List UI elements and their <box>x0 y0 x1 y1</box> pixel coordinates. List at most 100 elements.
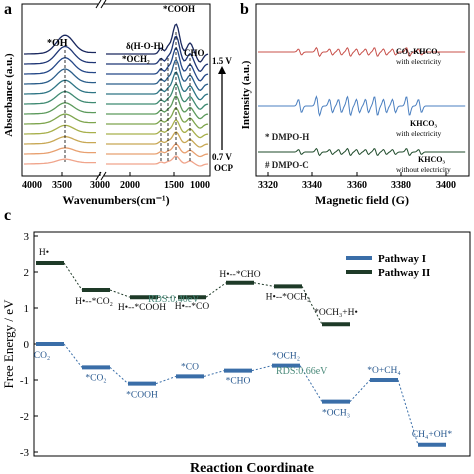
connector <box>397 379 419 445</box>
panel-c: c Free Energy / eV -3 -2 -1 0 1 2 3 Reaction C… <box>1 207 471 474</box>
pathway1-levels: CO₂ *CO₂ *COOH *CO *CHO *OCH₂ *OCH₃ *O+CH₄ CH₄+O… <box>34 342 453 447</box>
connector <box>109 367 129 384</box>
spectrum-left <box>24 68 97 85</box>
panel-b-xtick: 3320 <box>258 180 278 191</box>
panel-a-xtick: 1000 <box>190 180 210 191</box>
label-hoh: δ(H-O-H) <box>126 41 164 51</box>
curve1-label2: with electricity <box>396 57 441 66</box>
rds-label-2: RDS:0.66eV <box>276 366 328 377</box>
panel-c-ytick: 3 <box>24 231 30 243</box>
panel-b-xticks: 3320 3340 3360 3380 3400 <box>258 172 456 191</box>
spectrum-left <box>24 90 97 105</box>
panel-c-ytick: -2 <box>20 411 29 423</box>
spectrum-right <box>106 131 209 148</box>
panel-a-xtick: 3500 <box>52 180 72 191</box>
panel-a-xtick: 4000 <box>22 180 42 191</box>
panel-a-xtick: 3000 <box>90 180 110 191</box>
label-cooh: *COOH <box>163 4 195 14</box>
level-label: H•--*OCH₂ <box>266 292 311 302</box>
panel-a-xlabel: Wavenumbers(cm⁻¹) <box>62 193 169 207</box>
connector <box>109 289 131 298</box>
connector <box>301 286 323 325</box>
panel-a-ylabel: Absorbance (a.u.) <box>3 53 15 137</box>
spectrum-right <box>106 143 209 158</box>
level-label: H•--*CO <box>175 302 210 312</box>
level-label: CO₂ <box>34 351 51 361</box>
legend-pathway1: Pathway I <box>378 253 426 265</box>
spectrum-left <box>24 102 97 115</box>
panel-a-xticks: 4000 3500 3000 2000 1500 1000 <box>21 172 211 191</box>
spectrum-left <box>24 124 96 135</box>
label-och2: *OCH₂ <box>122 54 150 64</box>
curve1-label1: CO₂-KHCO₃ <box>396 47 441 56</box>
epr-spectrum <box>258 46 466 58</box>
label-ocp: OCP <box>214 163 234 173</box>
level-label: H•--*COOH <box>118 303 166 313</box>
spectrum-right <box>106 71 209 101</box>
panel-c-frame <box>33 231 471 457</box>
level-label: CH₄+OH* <box>412 430 453 440</box>
spectrum-left <box>24 34 96 55</box>
spectrum-left <box>24 113 97 125</box>
spectrum-left <box>24 147 96 155</box>
legend-dmpo-h: * DMPO-H <box>265 132 309 142</box>
panel-a-xtick: 1500 <box>164 180 184 191</box>
panel-b-spectra <box>258 46 466 157</box>
epr-spectrum <box>258 147 466 157</box>
connector <box>63 262 83 291</box>
panel-b-xlabel: Magnetic field (G) <box>315 193 409 207</box>
axis-break <box>95 0 107 181</box>
curve2-label1: KHCO₃ <box>410 119 437 128</box>
spectrum-left <box>24 79 97 95</box>
panel-a-frame <box>21 3 211 177</box>
panel-b-label: b <box>240 1 249 18</box>
panel-c-legend: Pathway I Pathway II <box>346 253 430 279</box>
panel-c-ytick: 2 <box>24 267 30 279</box>
level-label: *CO₂ <box>85 373 106 383</box>
panel-c-ytick: -3 <box>20 447 30 459</box>
panel-a: a Absorbance (a.u.) 4000 3500 3000 2000 1500… <box>3 0 234 207</box>
level-label: *COOH <box>126 391 158 401</box>
level-label: *OCH₃+H• <box>314 308 358 318</box>
level-label: *CHO <box>226 377 251 387</box>
panel-b: b Intensity (a.u.) 3320 3340 3360 3380 3400 … <box>240 1 470 207</box>
legend-pathway2: Pathway II <box>378 267 430 279</box>
panel-c-label: c <box>4 207 11 224</box>
connector <box>251 365 273 372</box>
spectrum-left <box>24 136 96 145</box>
connector <box>155 375 177 385</box>
connector <box>205 282 227 298</box>
spectrum-right <box>106 155 209 167</box>
panel-b-xtick: 3340 <box>302 180 322 191</box>
connector <box>203 370 225 377</box>
connector <box>253 282 275 287</box>
panel-c-xlabel: Reaction Coordinate <box>190 461 314 474</box>
panel-a-label: a <box>4 1 12 18</box>
spectrum-right <box>106 47 209 82</box>
spectrum-right <box>106 83 209 110</box>
label-v-low: 0.7 V <box>212 152 232 162</box>
panel-b-frame <box>255 3 470 177</box>
voltage-arrowhead <box>218 66 226 74</box>
level-label: *O+CH₄ <box>367 366 400 376</box>
pathway2-levels: H• H•--*CO₂ H•--*COOH H•--*CO H•--*CHO H•--*O… <box>36 248 358 327</box>
level-label: *CO <box>181 362 199 372</box>
epr-spectrum <box>258 95 466 117</box>
panel-a-spectra <box>24 23 209 167</box>
spectrum-right <box>106 107 209 129</box>
curve3-label2: without electricity <box>396 165 451 174</box>
curve3-label1: KHCO₃ <box>418 155 445 164</box>
panel-c-ytick: 0 <box>24 339 30 351</box>
panel-c-ytick: 1 <box>24 303 30 315</box>
label-v-high: 1.5 V <box>212 56 232 66</box>
panel-c-ytick: -1 <box>20 375 29 387</box>
panel-b-xtick: 3360 <box>347 180 367 191</box>
panel-b-xtick: 3380 <box>391 180 411 191</box>
connector <box>63 343 83 368</box>
spectrum-right <box>106 23 209 63</box>
curve2-label2: with electricity <box>396 129 441 138</box>
panel-a-xtick: 2000 <box>120 180 140 191</box>
rds-label-1: RDS:0.40eV <box>148 294 200 305</box>
legend-dmpo-c: # DMPO-C <box>265 160 309 170</box>
